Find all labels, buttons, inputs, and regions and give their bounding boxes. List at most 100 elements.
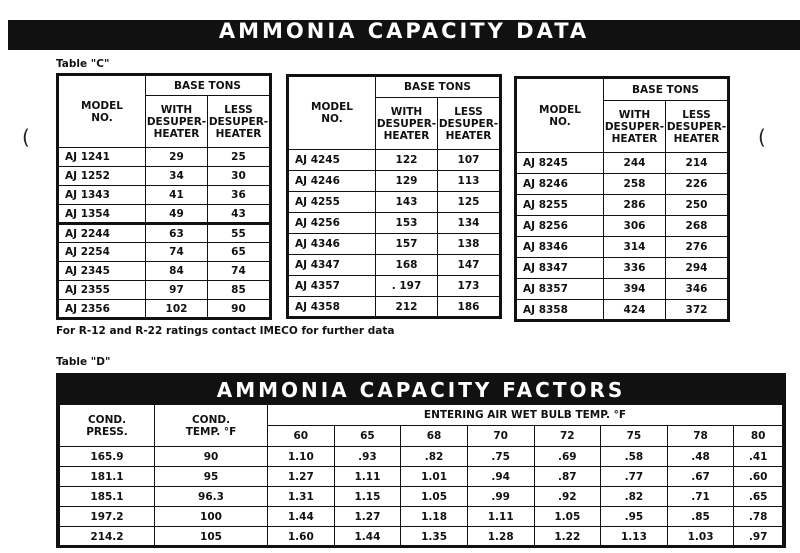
model-number: AJ 4347: [287, 254, 376, 276]
capacity-factor: 1.15: [333, 486, 402, 507]
table-d-label: Table "D": [56, 356, 111, 368]
with-desuperheater-value: 49: [145, 204, 208, 224]
with-desuperheater-value: 258: [603, 173, 666, 195]
less-desuperheater-value: 138: [436, 233, 502, 255]
capacity-factor: .95: [600, 506, 668, 527]
capacity-table-2: MODEL NO. BASE TONS WITH DESUPER- HEATER LESS D…: [286, 74, 502, 319]
capacity-factor: 1.35: [400, 526, 468, 547]
model-no-header: MODEL NO.: [57, 74, 146, 148]
cond-temp-value: 90: [154, 446, 268, 467]
wet-bulb-temp: 65: [333, 425, 402, 447]
with-desuperheater-header: WITH DESUPER- HEATER: [375, 97, 438, 150]
less-desuperheater-value: 113: [436, 170, 502, 192]
capacity-factor: 1.03: [666, 526, 735, 547]
cond-temp-value: 96.3: [154, 486, 268, 507]
page-title-banner: AMMONIA CAPACITY DATA: [8, 20, 800, 50]
capacity-table-3: MODEL NO. BASE TONS WITH DESUPER- HEATER LESS D…: [514, 76, 730, 322]
capacity-factor: 1.44: [267, 506, 335, 527]
capacity-factor: 1.22: [533, 526, 602, 547]
with-desuperheater-value: 34: [145, 166, 208, 186]
page-title: AMMONIA CAPACITY DATA: [218, 20, 590, 43]
wet-bulb-temp: 78: [666, 425, 735, 447]
model-number: AJ 4255: [287, 191, 376, 213]
capacity-factor: .94: [466, 466, 535, 487]
table-c-note: For R-12 and R-22 ratings contact IMECO …: [56, 325, 395, 337]
less-desuperheater-value: 55: [206, 222, 272, 243]
cond-press-header: COND. PRESS.: [59, 404, 155, 447]
capacity-factor: .58: [600, 446, 668, 467]
cond-press-value: 214.2: [59, 526, 155, 547]
cond-press-value: 185.1: [59, 486, 155, 507]
cond-temp-value: 100: [154, 506, 268, 527]
table-row: AJ 4255 143 125: [287, 191, 502, 213]
wet-bulb-temp: 68: [400, 425, 468, 447]
table-row: AJ 8256 306 268: [515, 215, 730, 237]
capacity-factor: 1.44: [333, 526, 402, 547]
capacity-factor: 1.27: [333, 506, 402, 527]
with-desuperheater-value: 244: [603, 152, 666, 174]
table-row: AJ 4256 153 134: [287, 212, 502, 234]
table-row: 185.1 96.3 1.31 1.15 1.05.99.92.82.71.65: [59, 486, 783, 507]
capacity-factor: .71: [666, 486, 735, 507]
model-number: AJ 8255: [515, 194, 604, 216]
with-desuperheater-value: 336: [603, 257, 666, 279]
capacity-factor: .99: [466, 486, 535, 507]
table-row: AJ 4245 122 107: [287, 149, 502, 171]
table-c-label: Table "C": [56, 58, 110, 70]
with-desuperheater-value: 74: [145, 242, 208, 262]
with-desuperheater-value: . 197: [375, 275, 438, 297]
wet-bulb-temp: 70: [466, 425, 535, 447]
less-desuperheater-value: 85: [206, 280, 272, 300]
less-desuperheater-value: 214: [664, 152, 730, 174]
factors-header-row: COND. PRESS. COND. TEMP. °F ENTERING AIR WET…: [59, 404, 783, 447]
table-row: AJ 8346 314 276: [515, 236, 730, 258]
table-row: AJ 8246 258 226: [515, 173, 730, 195]
less-desuperheater-value: 268: [664, 215, 730, 237]
capacity-factor: 1.11: [333, 466, 402, 487]
table-row: AJ 2244 63 55: [57, 222, 272, 243]
table-row: 197.2 100 1.44 1.27 1.18 1.11 1.05.95.85.78: [59, 506, 783, 527]
less-desuperheater-value: 147: [436, 254, 502, 276]
cond-temp-header: COND. TEMP. °F: [154, 404, 268, 447]
less-desuperheater-value: 372: [664, 299, 730, 321]
capacity-factor: 1.11: [466, 506, 535, 527]
margin-mark-right: (: [758, 125, 766, 149]
table-row: AJ 8358 424 372: [515, 299, 730, 321]
capacity-factor: 1.05: [400, 486, 468, 507]
model-number: AJ 1241: [57, 147, 146, 167]
capacity-factor: .92: [533, 486, 602, 507]
cond-temp-value: 105: [154, 526, 268, 547]
base-tons-header: BASE TONS: [603, 77, 729, 101]
table-row: AJ 1354 49 43: [57, 204, 272, 224]
table-row: AJ 1241 29 25: [57, 147, 272, 167]
less-desuperheater-value: 90: [206, 299, 272, 319]
less-desuperheater-header: LESS DESUPER- HEATER: [664, 100, 730, 153]
less-desuperheater-value: 43: [206, 204, 272, 224]
cond-press-value: 197.2: [59, 506, 155, 527]
base-tons-header: BASE TONS: [375, 75, 501, 98]
with-desuperheater-value: 143: [375, 191, 438, 213]
with-desuperheater-value: 157: [375, 233, 438, 255]
table-row: AJ 2254 74 65: [57, 242, 272, 262]
wet-bulb-temp: 80: [733, 425, 783, 447]
model-number: AJ 2355: [57, 280, 146, 300]
less-desuperheater-value: 276: [664, 236, 730, 258]
model-number: AJ 8346: [515, 236, 604, 258]
model-number: AJ 2356: [57, 299, 146, 319]
base-tons-header: BASE TONS: [145, 74, 271, 96]
model-no-header: MODEL NO.: [515, 77, 604, 153]
table-row: AJ 4246 129 113: [287, 170, 502, 192]
model-number: AJ 4346: [287, 233, 376, 255]
model-number: AJ 8358: [515, 299, 604, 321]
table-row: AJ 4346 157 138: [287, 233, 502, 255]
table-row: AJ 4357. 197 173: [287, 275, 502, 297]
model-number: AJ 8357: [515, 278, 604, 300]
with-desuperheater-value: 97: [145, 280, 208, 300]
capacity-factor: .48: [666, 446, 735, 467]
wet-bulb-temp: 60: [267, 425, 335, 447]
capacity-factor: .41: [733, 446, 783, 467]
model-number: AJ 4357: [287, 275, 376, 297]
capacity-table-1: MODEL NO. BASE TONS WITH DESUPER- HEATER LESS D…: [56, 73, 272, 320]
table-row: AJ 8245 244 214: [515, 152, 730, 174]
cond-temp-value: 95: [154, 466, 268, 487]
